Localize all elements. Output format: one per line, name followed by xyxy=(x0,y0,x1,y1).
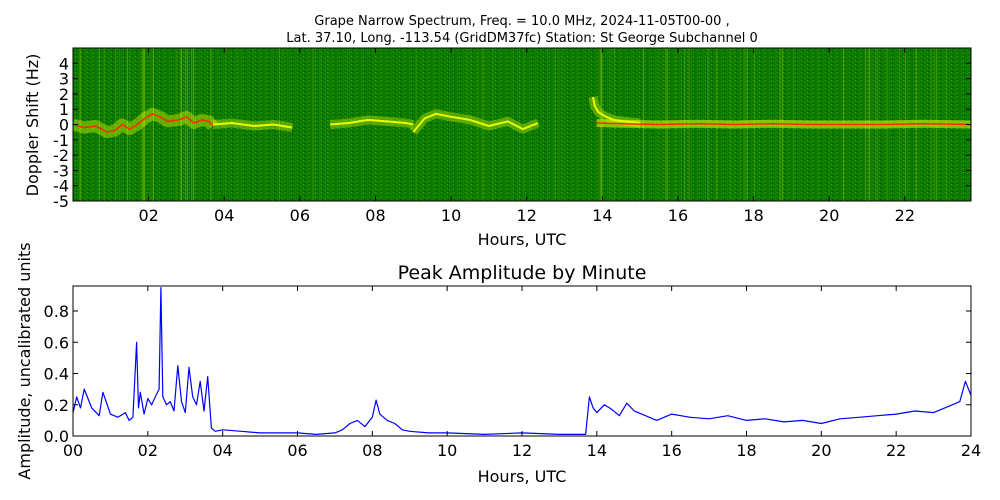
spectrogram-xtick-label: 22 xyxy=(895,206,915,225)
amplitude-xtick-label: 04 xyxy=(212,441,232,460)
amplitude-xtick-label: 16 xyxy=(661,441,681,460)
spectrogram-ytick-label: 0 xyxy=(59,116,69,135)
spectrogram-ytick-label: 4 xyxy=(59,54,69,73)
signal-trace xyxy=(212,122,293,129)
peak-trace xyxy=(73,113,214,133)
amplitude-xtick-label: 18 xyxy=(736,441,756,460)
amplitude-ytick-label: 0.6 xyxy=(44,333,69,352)
amplitude-ytick-label: 0.4 xyxy=(44,365,69,384)
amplitude-plot-area xyxy=(73,286,971,436)
spectrogram-xtick-label: 12 xyxy=(517,206,537,225)
spectrogram-xtick-label: 10 xyxy=(441,206,461,225)
spectrogram-ytick-label: 1 xyxy=(59,100,69,119)
spectrogram-ylabel: Doppler Shift (Hz) xyxy=(23,54,42,197)
amplitude-ylabel: Amplitude, uncalibrated units xyxy=(15,242,34,479)
amplitude-title: Peak Amplitude by Minute xyxy=(398,262,647,284)
spectrogram-ytick-label: 3 xyxy=(59,70,69,89)
spectrogram-xtick-label: 20 xyxy=(819,206,839,225)
amplitude-xtick-label: 06 xyxy=(287,441,307,460)
amplitude-xtick-label: 24 xyxy=(961,441,981,460)
amplitude-ytick-label: 0.8 xyxy=(44,302,69,321)
amplitude-xtick-label: 14 xyxy=(587,441,607,460)
amplitude-series-line xyxy=(73,287,971,435)
amplitude-ytick-label: 0.2 xyxy=(44,396,69,415)
spectrogram-xtick-label: 04 xyxy=(214,206,234,225)
signal-trace xyxy=(412,112,539,133)
spectrogram-xtick-label: 06 xyxy=(290,206,310,225)
figure-title-line1: Grape Narrow Spectrum, Freq. = 10.0 MHz,… xyxy=(314,14,729,29)
amplitude-xtick-label: 00 xyxy=(63,441,83,460)
amplitude-xtick-label: 08 xyxy=(362,441,382,460)
spectrogram-xtick-label: 16 xyxy=(668,206,688,225)
amplitude-xtick-label: 20 xyxy=(811,441,831,460)
figure-title-line2: Lat. 37.10, Long. -113.54 (GridDM37fc) S… xyxy=(286,31,757,46)
spectrogram-ytick-label: -2 xyxy=(53,146,69,165)
spectrogram-xtick-label: 08 xyxy=(365,206,385,225)
amplitude-panel: Peak Amplitude by Minute 00 02 04 06 08 10 12 1… xyxy=(15,242,981,486)
amplitude-xlabel: Hours, UTC xyxy=(478,467,567,486)
spectrogram-ytick-label: -5 xyxy=(53,192,69,211)
spectrogram-xtick-label: 02 xyxy=(138,206,158,225)
spectrogram-ytick-label: 2 xyxy=(59,85,69,104)
amplitude-xtick-label: 10 xyxy=(437,441,457,460)
amplitude-ytick-label: 0.0 xyxy=(44,427,69,446)
spectrogram-ytick-label: -1 xyxy=(53,131,69,150)
amplitude-xtick-label: 02 xyxy=(138,441,158,460)
spectrogram-ytick-label: -3 xyxy=(53,161,69,180)
carrier-trace xyxy=(596,122,971,126)
spectrogram-xlabel: Hours, UTC xyxy=(478,230,567,249)
signal-trace xyxy=(330,118,414,126)
spectrogram-xtick-label: 14 xyxy=(592,206,612,225)
spectrogram-ytick-label: -4 xyxy=(53,177,69,196)
amplitude-xtick-label: 22 xyxy=(886,441,906,460)
spectrogram-xtick-label: 18 xyxy=(743,206,763,225)
amplitude-xtick-label: 12 xyxy=(512,441,532,460)
